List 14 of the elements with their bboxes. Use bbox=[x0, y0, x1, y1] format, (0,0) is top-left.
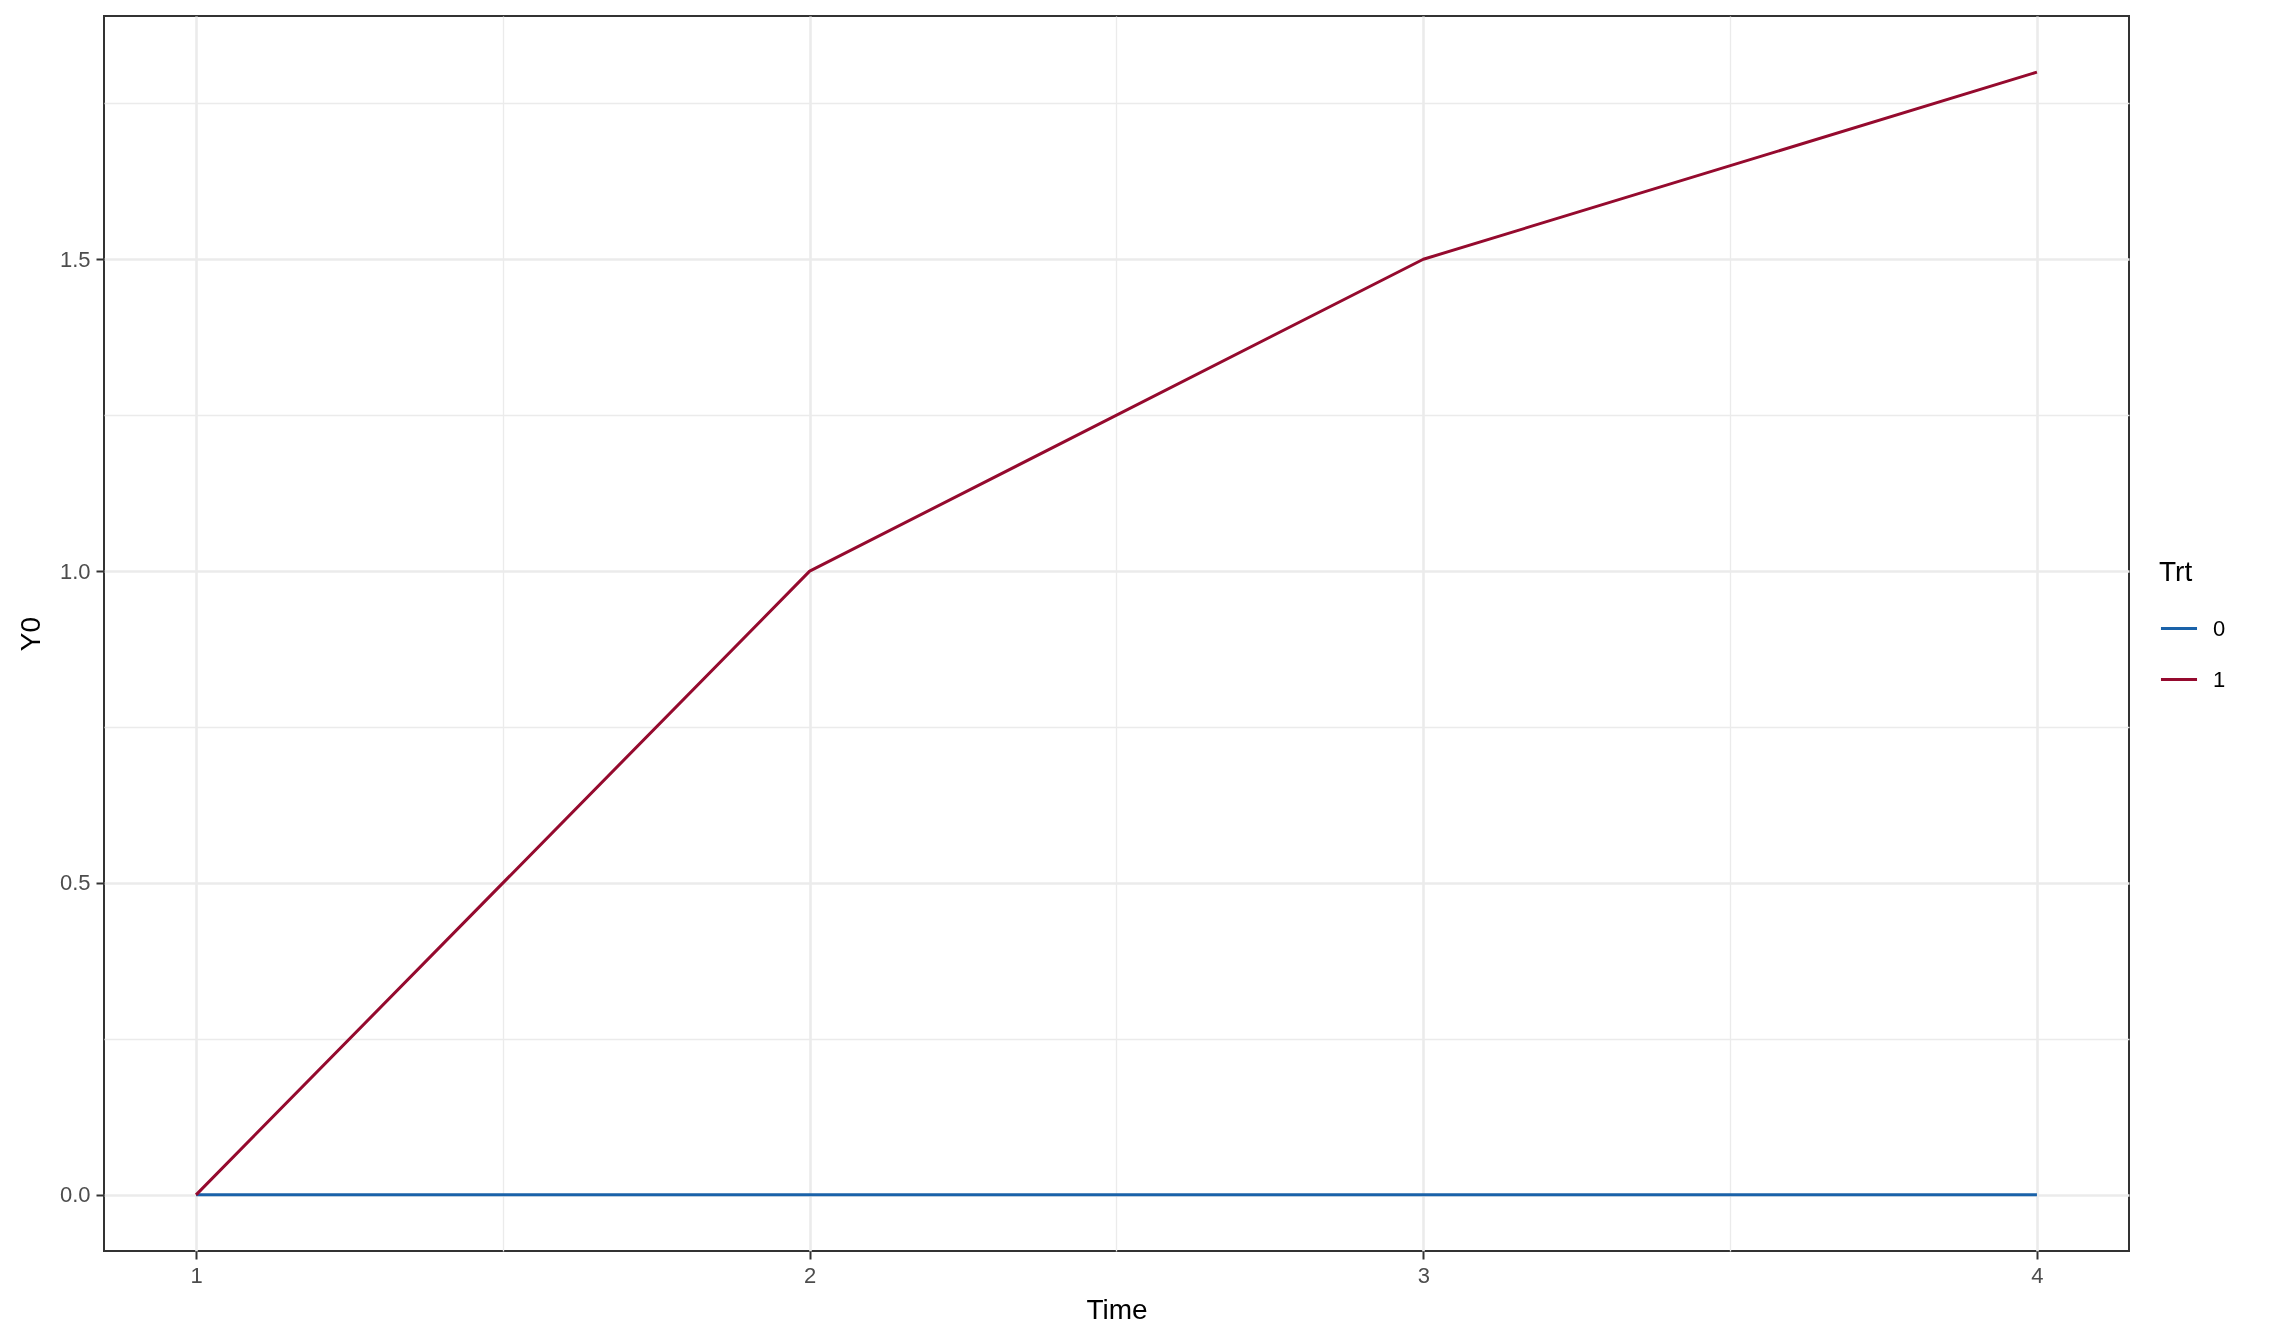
legend-title: Trt bbox=[2159, 555, 2193, 587]
legend-label: 1 bbox=[2213, 666, 2226, 692]
y-tick-label: 1.0 bbox=[59, 558, 91, 584]
y-tick-label: 0.5 bbox=[59, 870, 91, 896]
line-series bbox=[194, 70, 2039, 1197]
legend-label: 0 bbox=[2213, 615, 2226, 641]
x-axis-title: Time bbox=[1086, 1293, 1148, 1325]
x-tick-label: 4 bbox=[2031, 1262, 2044, 1288]
y-tick-label: 1.5 bbox=[59, 246, 91, 272]
x-tick-label: 1 bbox=[190, 1262, 203, 1288]
y-axis-title: Y0 bbox=[14, 616, 46, 652]
y-tick-label: 0.0 bbox=[59, 1182, 91, 1208]
x-tick-label: 2 bbox=[804, 1262, 817, 1288]
x-tick-label: 3 bbox=[1417, 1262, 1430, 1288]
